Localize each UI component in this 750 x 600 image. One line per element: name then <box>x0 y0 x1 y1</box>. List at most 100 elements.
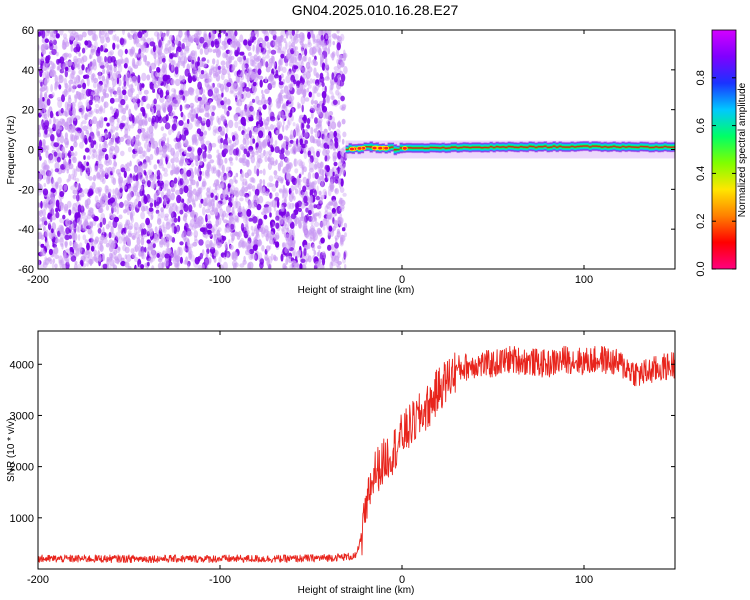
noise-dot <box>122 30 125 36</box>
noise-dot <box>65 227 70 235</box>
noise-dot <box>230 237 234 244</box>
noise-dot <box>51 48 57 56</box>
noise-dot <box>137 31 143 39</box>
noise-dot <box>259 227 263 232</box>
noise-dot <box>230 185 236 194</box>
noise-dot <box>56 58 60 65</box>
signal-band-segment <box>426 143 431 154</box>
noise-dot <box>69 234 72 240</box>
noise-dot <box>72 182 78 188</box>
noise-dot <box>313 157 319 164</box>
noise-dot <box>258 195 264 204</box>
noise-dot <box>78 108 83 113</box>
noise-dot <box>147 257 152 263</box>
signal-band-segment <box>645 141 650 152</box>
noise-dot <box>126 207 131 216</box>
noise-dot <box>297 182 302 189</box>
noise-dot <box>111 166 115 174</box>
noise-dot <box>137 141 142 147</box>
top-y-tick-label: -60 <box>18 264 34 276</box>
noise-dot <box>117 236 123 244</box>
noise-dot <box>109 89 113 98</box>
noise-dot <box>88 258 94 265</box>
noise-dot <box>307 31 311 40</box>
noise-dot <box>304 215 308 223</box>
noise-dot <box>110 106 113 111</box>
noise-dot <box>308 91 313 98</box>
noise-dot <box>335 49 339 57</box>
noise-dot <box>137 128 142 134</box>
noise-dot <box>81 64 85 71</box>
noise-dot <box>340 234 346 242</box>
noise-dot <box>210 192 214 198</box>
noise-dot <box>67 61 73 66</box>
noise-dot <box>226 67 231 75</box>
noise-dot <box>250 225 254 231</box>
noise-dot <box>98 106 103 112</box>
noise-dot <box>68 209 72 216</box>
noise-dot <box>68 94 71 100</box>
noise-dot <box>155 71 161 78</box>
noise-dot <box>72 194 77 200</box>
noise-dot <box>148 207 154 212</box>
noise-dot <box>59 191 65 198</box>
noise-dot <box>283 85 289 94</box>
noise-dot <box>94 236 100 243</box>
noise-dot <box>313 100 318 105</box>
noise-dot <box>143 194 147 201</box>
noise-dot <box>58 238 64 243</box>
noise-dot <box>313 221 320 227</box>
noise-dot <box>320 180 324 188</box>
noise-dot <box>321 133 325 140</box>
noise-dot <box>228 78 233 83</box>
noise-dot <box>86 77 90 87</box>
noise-dot <box>304 129 308 134</box>
noise-dot <box>342 192 347 197</box>
noise-dot <box>119 201 124 208</box>
noise-dot <box>331 251 335 256</box>
noise-dot <box>38 127 41 135</box>
noise-dot <box>305 70 311 80</box>
top-x-axis-title: Height of straight line (km) <box>298 285 415 296</box>
noise-dot <box>153 192 158 200</box>
noise-dot <box>339 187 345 193</box>
noise-dot <box>337 74 342 81</box>
noise-dot <box>280 53 285 59</box>
noise-dot <box>197 81 203 90</box>
noise-dot <box>265 61 269 68</box>
noise-dot <box>219 143 223 149</box>
noise-dot <box>116 207 119 215</box>
noise-dot <box>223 172 228 181</box>
noise-dot <box>203 73 208 80</box>
noise-dot <box>303 195 308 204</box>
noise-dot <box>207 143 213 149</box>
noise-dot <box>261 89 264 95</box>
noise-dot <box>181 232 185 238</box>
top-y-tick-label: 0 <box>28 145 34 157</box>
noise-dot <box>62 39 65 46</box>
signal-band-segment <box>519 141 524 152</box>
noise-dot <box>291 145 297 155</box>
signal-band-segment <box>489 141 494 152</box>
noise-dot <box>269 124 274 131</box>
noise-dot <box>267 83 273 91</box>
noise-dot <box>53 184 59 190</box>
noise-dot <box>188 204 193 213</box>
noise-dot <box>97 108 103 115</box>
noise-dot <box>118 183 124 189</box>
noise-dot <box>207 48 213 53</box>
noise-dot <box>318 103 323 110</box>
noise-dot <box>87 113 93 118</box>
noise-dot <box>124 184 129 193</box>
noise-dot <box>318 210 322 219</box>
noise-dot <box>316 162 321 169</box>
noise-dot <box>333 201 338 208</box>
noise-dot <box>291 114 294 122</box>
noise-dot <box>68 83 72 92</box>
noise-dot <box>171 59 176 66</box>
noise-dot <box>162 167 165 172</box>
noise-dot <box>55 207 59 213</box>
noise-dot <box>81 108 84 114</box>
noise-dot <box>205 239 211 249</box>
